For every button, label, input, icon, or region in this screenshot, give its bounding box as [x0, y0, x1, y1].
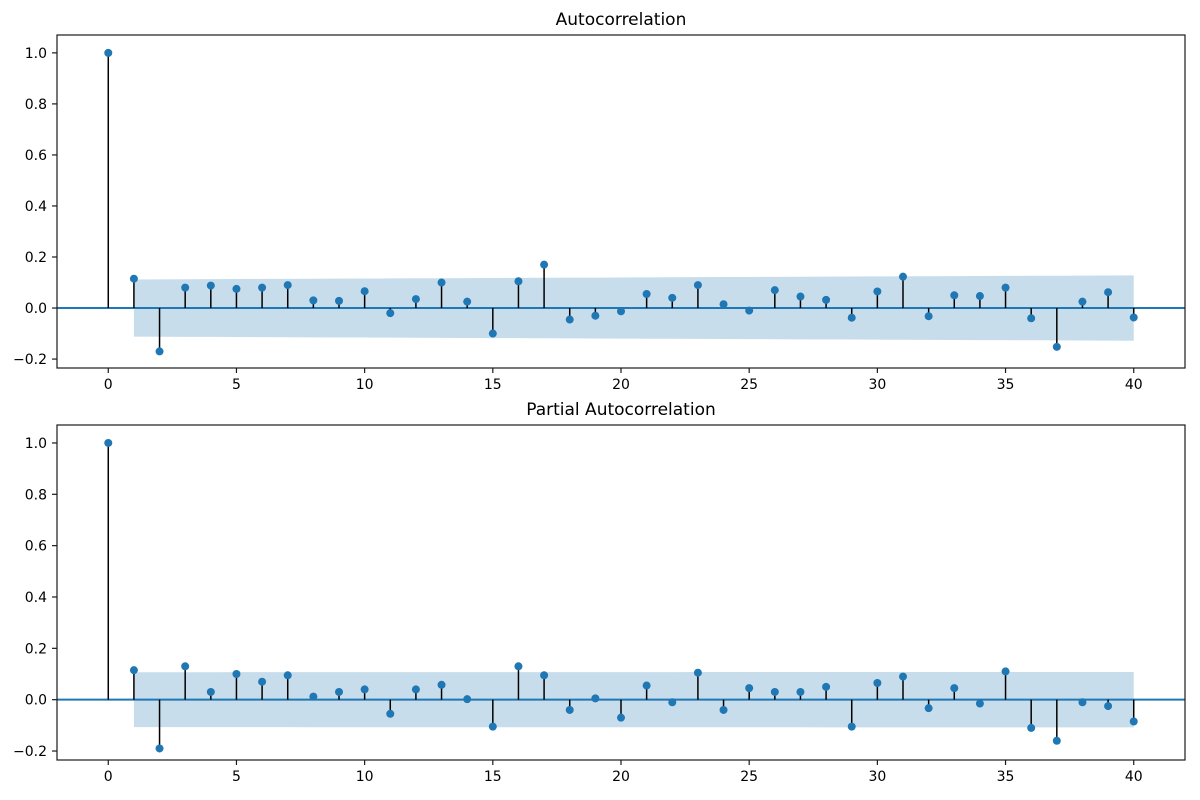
- acf-xtick-label: 0: [104, 377, 113, 393]
- acf-xtick-label: 10: [356, 377, 374, 393]
- pacf-xtick-label: 0: [104, 769, 113, 785]
- acf-ticks: 0 5 10 15 20 25 30 35 40 1.0 0.8 0.6 0.4 0.2 0.0 −0.2: [13, 46, 1143, 393]
- pacf-ytick-label: 0.0: [25, 693, 47, 709]
- acf-xtick-label: 25: [740, 377, 758, 393]
- pacf-stems: [107, 442, 1135, 749]
- acf-ytick-label: 0.4: [25, 199, 47, 215]
- pacf-subplot: Partial Autocorrelation 0 5 10 15 20 25 30 35 40…: [13, 400, 1186, 785]
- acf-xtick-label: 15: [484, 377, 502, 393]
- acf-spines: [56, 34, 1186, 369]
- acf-plot-canvas: Autocorrelation 0 5 10 15 20 25 30 35 40 1.0 0.8 0.…: [13, 10, 1186, 393]
- pacf-ytick-label: −0.2: [13, 744, 47, 760]
- pacf-xtick-label: 20: [612, 769, 630, 785]
- pacf-xtick-label: 40: [1125, 769, 1143, 785]
- pacf-ytick-label: 0.2: [25, 641, 47, 657]
- acf-subplot: Autocorrelation 0 5 10 15 20 25 30 35 40 1.0 0.8 0.…: [13, 10, 1186, 393]
- pacf-xtick-label: 15: [484, 769, 502, 785]
- pacf-ticks: 0 5 10 15 20 25 30 35 40 1.0 0.8 0.6 0.4 0.2 0.0 −0.2: [13, 436, 1143, 785]
- pacf-xtick-label: 30: [868, 769, 886, 785]
- acf-ytick-label: −0.2: [13, 352, 47, 368]
- pacf-spines: [56, 424, 1186, 761]
- pacf-markers: [104, 438, 1138, 753]
- acf-xtick-label: 35: [997, 377, 1015, 393]
- acf-ytick-label: 0.0: [25, 301, 47, 317]
- acf-ytick-label: 0.2: [25, 250, 47, 266]
- pacf-xtick-label: 10: [356, 769, 374, 785]
- pacf-xtick-label: 5: [232, 769, 241, 785]
- pacf-ytick-label: 0.6: [25, 539, 47, 555]
- pacf-ytick-label: 0.8: [25, 487, 47, 503]
- acf-title: Autocorrelation: [556, 10, 687, 30]
- pacf-ytick-label: 0.4: [25, 590, 47, 606]
- pacf-xtick-label: 25: [740, 769, 758, 785]
- acf-ytick-label: 0.6: [25, 148, 47, 164]
- acf-markers: [104, 48, 1138, 356]
- pacf-ytick-label: 1.0: [25, 436, 47, 452]
- pacf-title: Partial Autocorrelation: [526, 400, 716, 420]
- acf-xtick-label: 40: [1125, 377, 1143, 393]
- acf-xtick-label: 30: [868, 377, 886, 393]
- acf-ytick-label: 1.0: [25, 46, 47, 62]
- pacf-xtick-label: 35: [997, 769, 1015, 785]
- acf-xtick-label: 20: [612, 377, 630, 393]
- acf-ytick-label: 0.8: [25, 97, 47, 113]
- acf-xtick-label: 5: [232, 377, 241, 393]
- pacf-plot-canvas: Partial Autocorrelation 0 5 10 15 20 25 30 35 40…: [13, 400, 1186, 785]
